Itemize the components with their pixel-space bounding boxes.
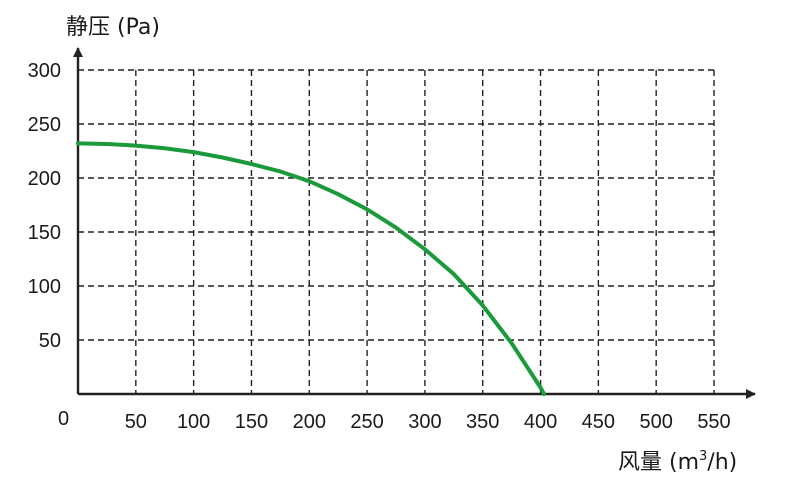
x-axis-label-main: 风量 (m [618, 450, 699, 475]
y-tick-label: 250 [28, 114, 61, 136]
pressure-airflow-curve [76, 141, 546, 396]
y-tick-label: 50 [39, 330, 61, 352]
x-tick-label: 250 [350, 411, 383, 433]
origin-label: 0 [58, 408, 69, 430]
grid-lines [78, 69, 715, 394]
y-tick-label: 200 [28, 168, 61, 190]
x-tick-label: 300 [408, 411, 441, 433]
x-tick-label: 100 [177, 411, 210, 433]
tick-labels: 50 100 150 200 250 300 350 400 450 500 550 50 100 150… [28, 60, 731, 433]
y-tick-label: 300 [28, 60, 61, 82]
x-tick-label: 50 [125, 411, 147, 433]
y-axis-label: 静压 (Pa) [66, 15, 160, 40]
x-tick-label: 500 [639, 411, 672, 433]
y-tick-label: 150 [28, 222, 61, 244]
y-tick-label: 100 [28, 276, 61, 298]
x-tick-label: 450 [582, 411, 615, 433]
axes [73, 47, 756, 399]
x-tick-label: 400 [524, 411, 557, 433]
x-axis-label-tail: /h) [707, 450, 737, 475]
x-tick-label: 350 [466, 411, 499, 433]
x-tick-label: 200 [293, 411, 326, 433]
x-axis-label: 风量 (m3/h) [618, 449, 737, 475]
x-axis-label-superscript: 3 [699, 449, 707, 464]
x-tick-label: 550 [697, 411, 730, 433]
x-tick-label: 150 [235, 411, 268, 433]
